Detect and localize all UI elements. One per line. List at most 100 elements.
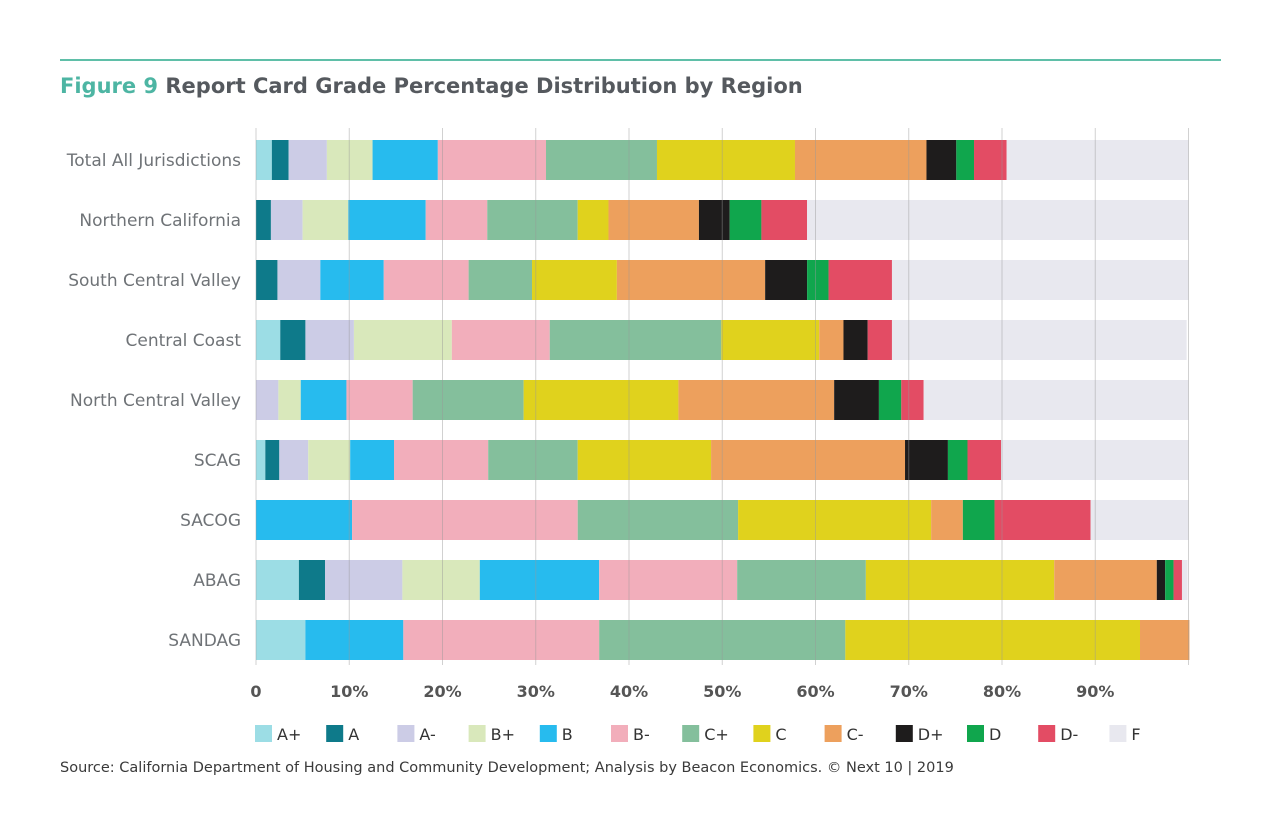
legend-label: B+	[491, 725, 515, 744]
bar-segment	[305, 320, 354, 360]
category-label: Total All Jurisdictions	[66, 151, 241, 171]
bar-segment	[256, 260, 278, 300]
legend-label: B	[562, 725, 573, 744]
legend-swatch	[895, 725, 913, 742]
bar-segment	[1090, 500, 1189, 540]
bar-segment	[451, 320, 550, 360]
legend-label: C	[775, 725, 786, 744]
category-label: Central Coast	[125, 331, 241, 351]
bars	[256, 140, 1190, 660]
bar-segment	[794, 140, 927, 180]
bar-segment	[256, 440, 266, 480]
source-note: Source: California Department of Housing…	[60, 760, 954, 776]
bar-segment	[843, 320, 868, 360]
legend-swatch	[1109, 725, 1127, 742]
bar-segment	[711, 440, 906, 480]
bar-segment	[277, 260, 321, 300]
bar-segment	[403, 620, 600, 660]
legend-swatch	[824, 725, 842, 742]
legend-label: C-	[847, 725, 864, 744]
legend-swatch	[1038, 725, 1056, 742]
bar-segment	[865, 560, 1055, 600]
bar-segment	[926, 140, 957, 180]
category-label: North Central Valley	[70, 391, 241, 411]
bar-segment	[298, 560, 325, 600]
bar-segment	[256, 620, 306, 660]
x-tick-label: 80%	[983, 682, 1021, 701]
bar-segment	[616, 260, 766, 300]
bar-segment	[425, 200, 488, 240]
bar-segment	[947, 440, 968, 480]
bar-segment	[402, 560, 480, 600]
bar-segment	[523, 380, 679, 420]
bar-segment	[1156, 560, 1166, 600]
x-tick-label: 40%	[610, 682, 648, 701]
bar-segment	[549, 320, 722, 360]
gridlines	[255, 128, 1189, 665]
bar-segment	[325, 560, 403, 600]
bar-segment	[1006, 140, 1189, 180]
legend-swatch	[682, 725, 700, 742]
bar-segment	[350, 440, 395, 480]
bar-segment	[256, 380, 279, 420]
bar-segment	[326, 140, 373, 180]
x-tick-labels: 0 10% 20% 30% 40% 50% 60% 70% 80% 90%	[250, 682, 1114, 701]
bar-segment	[372, 140, 438, 180]
bar-segment	[256, 500, 353, 540]
bar-segment	[546, 140, 657, 180]
bar-segment	[905, 440, 948, 480]
bar-segment	[1054, 560, 1157, 600]
legend-label: D	[989, 725, 1001, 744]
bar-segment	[962, 500, 995, 540]
legend-label: A	[348, 725, 359, 744]
x-tick-label: 90%	[1076, 682, 1114, 701]
bar-segment	[577, 200, 609, 240]
bar-segment	[394, 440, 489, 480]
bar-segment	[280, 320, 306, 360]
bar-segment	[352, 500, 578, 540]
legend-swatch	[753, 725, 771, 742]
legend-label: B-	[633, 725, 650, 744]
category-label: SACOG	[180, 511, 241, 531]
bar-segment	[599, 620, 846, 660]
bar-segment	[437, 140, 547, 180]
bar-segment	[300, 380, 347, 420]
bar-segment	[270, 200, 303, 240]
stacked-bar-chart: Total All Jurisdictions Northern Californ…	[66, 128, 1190, 744]
x-tick-label: 30%	[517, 682, 555, 701]
legend-label: D+	[918, 725, 944, 744]
legend-swatch	[611, 725, 628, 742]
bar-segment	[577, 440, 712, 480]
bar-segment	[891, 260, 1189, 300]
bar-segment	[279, 440, 309, 480]
bar-segment	[967, 440, 1002, 480]
legend-swatch	[255, 725, 272, 742]
legend-label: D-	[1060, 725, 1078, 744]
bar-segment	[487, 200, 578, 240]
bar-segment	[256, 560, 299, 600]
bar-segment	[256, 140, 272, 180]
bar-segment	[599, 560, 738, 600]
bar-segment	[479, 560, 600, 600]
bar-segment	[956, 140, 975, 180]
bar-segment	[931, 500, 963, 540]
bar-segment	[1001, 440, 1189, 480]
x-tick-label: 10%	[330, 682, 368, 701]
bar-segment	[845, 620, 1141, 660]
bar-segment	[383, 260, 469, 300]
bar-segment	[271, 140, 289, 180]
legend-label: A+	[277, 725, 301, 744]
x-tick-label: 70%	[890, 682, 928, 701]
title-rule	[60, 59, 1221, 61]
bar-segment	[923, 380, 1189, 420]
legend-swatch	[468, 725, 486, 742]
figure-title-text: Report Card Grade Percentage Distributio…	[165, 74, 803, 98]
bar-segment	[819, 320, 844, 360]
bar-segment	[729, 200, 762, 240]
bar-segment	[1181, 560, 1188, 600]
bar-segment	[308, 440, 351, 480]
category-label: SANDAG	[168, 631, 241, 651]
bar-segment	[807, 200, 1189, 240]
x-tick-label: 20%	[423, 682, 461, 701]
legend-swatch	[539, 725, 557, 742]
